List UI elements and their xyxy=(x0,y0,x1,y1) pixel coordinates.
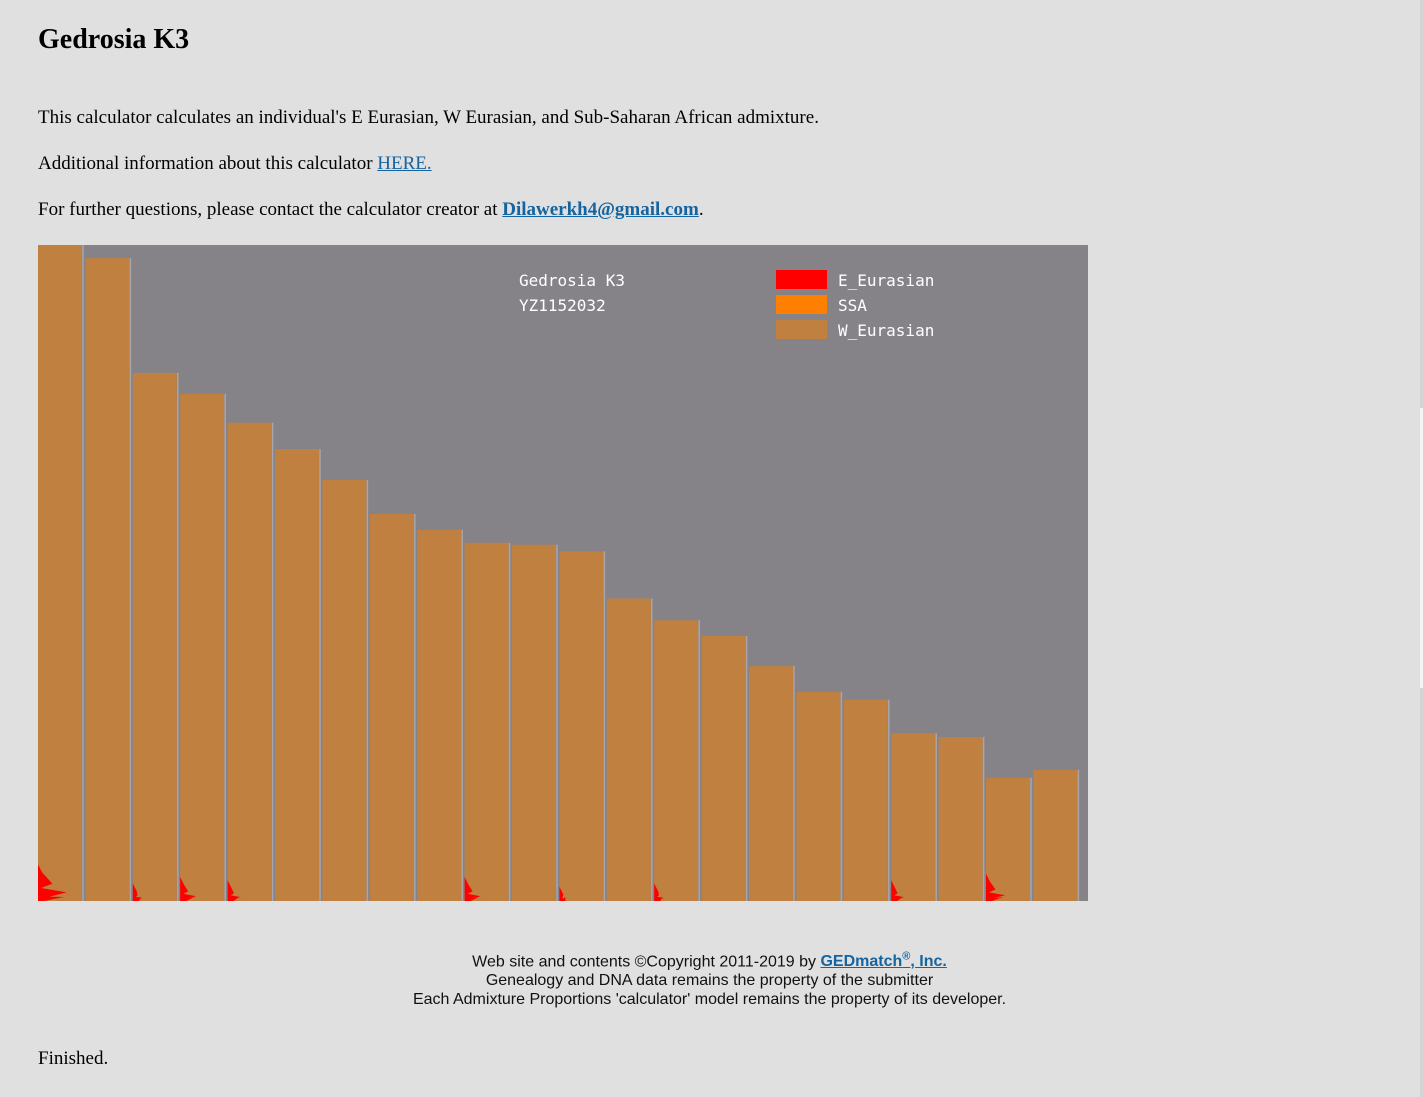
chart-bar-14 xyxy=(654,620,699,901)
chart-e-eurasian-segment-19 xyxy=(891,880,904,901)
chart-subtitle: YZ1152032 xyxy=(519,296,606,315)
chart-e-eurasian-segment-21 xyxy=(986,873,1006,901)
chart-bar-15 xyxy=(701,635,746,901)
contact-email-link[interactable]: Dilawerkh4@gmail.com xyxy=(502,199,699,220)
chart-bar-4 xyxy=(180,393,225,901)
legend-label-ssa: SSA xyxy=(838,296,867,315)
chart-bar-7 xyxy=(322,479,367,901)
chart-bar-20 xyxy=(938,737,983,901)
contact-suffix: . xyxy=(698,199,704,220)
legend-swatch-ssa xyxy=(776,295,827,314)
chart-bar-21 xyxy=(986,777,1030,901)
intro-text: This calculator calculates an individual… xyxy=(38,107,819,128)
chart-bar-9 xyxy=(417,529,462,901)
info-link[interactable]: HERE. xyxy=(377,153,432,174)
info-line: Additional information about this calcul… xyxy=(38,152,432,176)
legend-label-w-eurasian: W_Eurasian xyxy=(838,321,934,340)
chart-bar-2 xyxy=(85,258,130,901)
chart-bar-19 xyxy=(891,733,936,901)
chart-bar-8 xyxy=(369,513,414,901)
chart-e-eurasian-segment-3 xyxy=(132,883,143,901)
info-prefix: Additional information about this calcul… xyxy=(38,153,378,174)
registered-mark: ® xyxy=(902,951,911,963)
chart-e-eurasian-segment-12 xyxy=(559,886,566,901)
chart-e-eurasian-segment-5 xyxy=(227,880,241,901)
chart-e-eurasian-segment-10 xyxy=(464,877,481,901)
footer-copyright-line: Web site and contents ©Copyright 2011-20… xyxy=(0,948,1419,971)
gedmatch-link-suffix: , Inc. xyxy=(910,953,947,971)
footer-line-2: Genealogy and DNA data remains the prope… xyxy=(485,972,934,990)
footer: Web site and contents ©Copyright 2011-20… xyxy=(0,948,1419,1009)
status-text: Finished. xyxy=(38,1048,109,1069)
chart-bar-12 xyxy=(559,551,604,901)
legend-label-e-eurasian: E_Eurasian xyxy=(838,271,934,290)
contact-prefix: For further questions, please contact th… xyxy=(38,199,503,220)
scrollbar-thumb[interactable] xyxy=(1420,408,1423,688)
chart-bar-17 xyxy=(796,691,841,901)
chart-title: Gedrosia K3 xyxy=(519,271,625,290)
chart-bar-18 xyxy=(843,699,888,901)
gedmatch-link[interactable]: GEDmatch®, Inc. xyxy=(820,951,947,971)
chart-bar-10 xyxy=(464,542,509,901)
chart-bar-11 xyxy=(512,544,556,901)
chart-bar-16 xyxy=(749,666,793,901)
gedmatch-link-text: GEDmatch xyxy=(820,953,903,971)
legend-swatch-w-eurasian xyxy=(776,320,827,339)
chart-bar-1 xyxy=(38,245,82,901)
footer-line-3: Each Admixture Proportions 'calculator' … xyxy=(412,991,1007,1009)
legend-swatch-e-eurasian xyxy=(776,270,827,289)
chart-bar-22 xyxy=(1033,769,1078,901)
chart-bar-5 xyxy=(227,422,272,901)
chart-e-eurasian-segment-14 xyxy=(654,883,664,901)
admixture-chart-svg: Gedrosia K3 YZ1152032 E_Eurasian SSA W_Euras… xyxy=(38,245,1088,901)
chart-e-eurasian-segment-4 xyxy=(180,877,197,901)
page-title: Gedrosia K3 xyxy=(38,24,190,55)
admixture-chart: Gedrosia K3 YZ1152032 E_Eurasian SSA W_Euras… xyxy=(38,245,1088,901)
chart-bar-13 xyxy=(606,598,651,901)
contact-line: For further questions, please contact th… xyxy=(38,198,704,222)
chart-bar-3 xyxy=(132,372,177,901)
footer-copyright-prefix: Web site and contents ©Copyright 2011-20… xyxy=(472,953,821,971)
chart-e-eurasian-segment-1 xyxy=(38,864,67,901)
chart-bar-6 xyxy=(275,449,319,901)
